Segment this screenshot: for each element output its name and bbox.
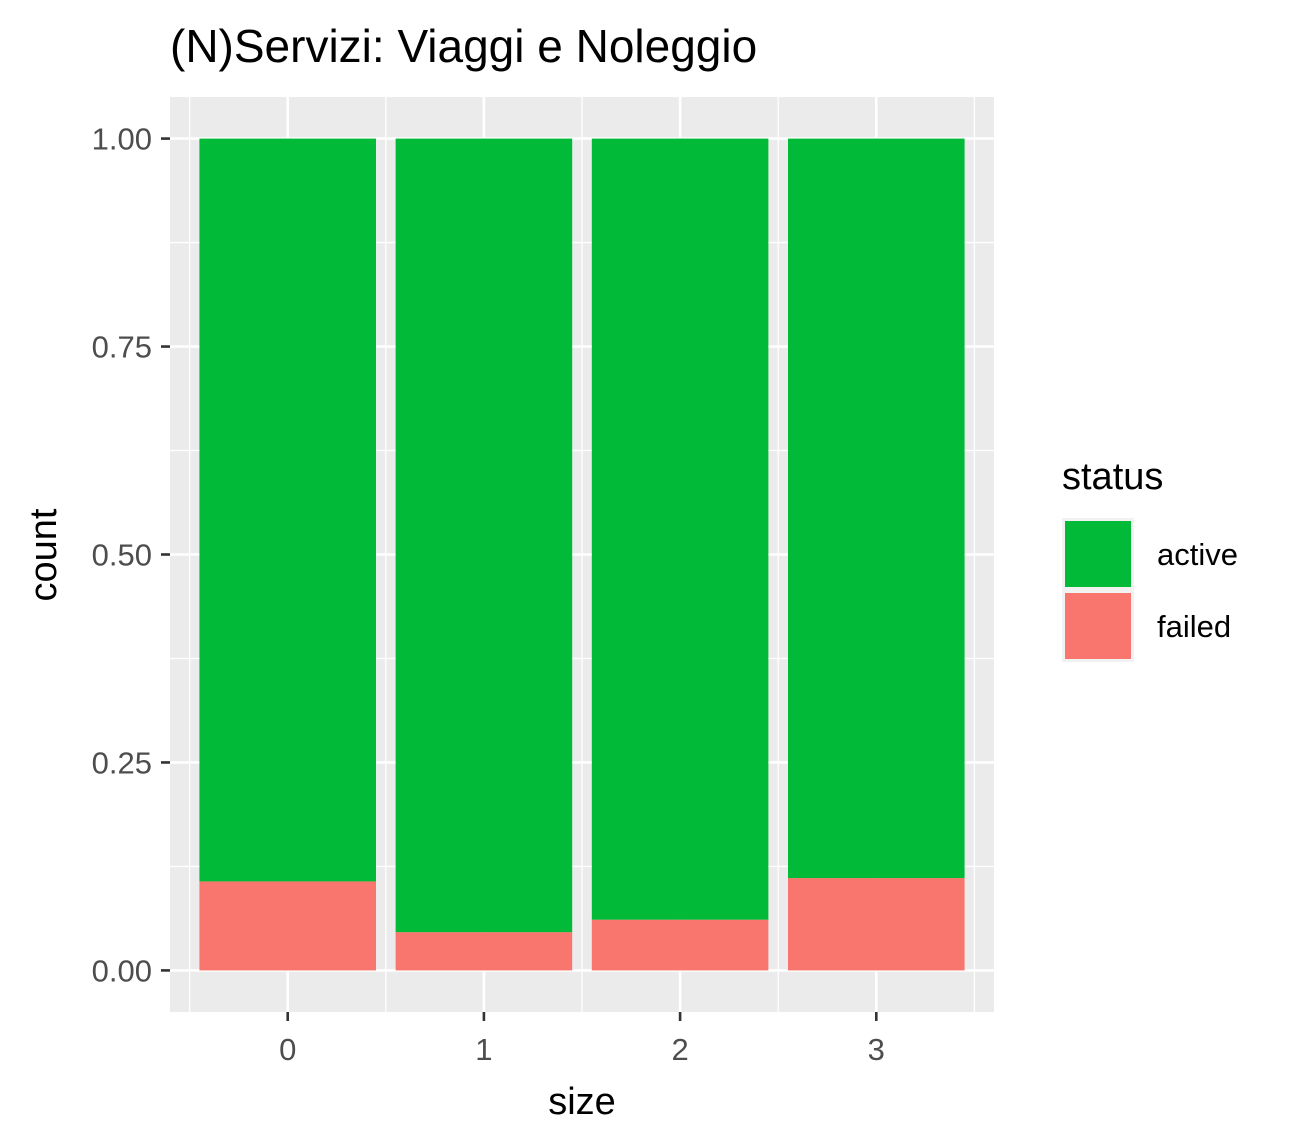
bar-active-1	[395, 138, 573, 933]
y-tick-label: 0.75	[92, 330, 152, 365]
legend-label-failed: failed	[1157, 609, 1231, 644]
chart-title: (N)Servizi: Viaggi e Noleggio	[170, 20, 757, 72]
legend-items: active failed	[1062, 518, 1238, 662]
bar-failed-3	[788, 878, 965, 971]
bar-active-3	[788, 138, 965, 879]
bars	[199, 138, 965, 971]
legend-swatch-failed	[1065, 593, 1131, 659]
x-axis-title: size	[548, 1081, 616, 1123]
bar-active-0	[199, 138, 376, 882]
y-tick-label: 0.50	[92, 538, 152, 573]
legend-label-active: active	[1157, 537, 1238, 572]
legend: status active failed	[1062, 456, 1238, 662]
bar-active-2	[591, 138, 769, 920]
legend-swatch-active	[1065, 521, 1131, 587]
y-tick-label: 0.00	[92, 953, 152, 988]
y-tick-label: 1.00	[92, 122, 152, 157]
x-tick-label: 1	[475, 1032, 492, 1067]
y-axis: 0.00 0.25 0.50 0.75 1.00	[92, 122, 170, 988]
x-tick-label: 0	[279, 1032, 296, 1067]
x-tick-label: 3	[868, 1032, 885, 1067]
legend-title: status	[1062, 456, 1163, 498]
bar-failed-1	[395, 932, 573, 971]
y-axis-title: count	[23, 508, 65, 601]
y-tick-label: 0.25	[92, 745, 152, 780]
bar-failed-0	[199, 881, 376, 971]
bar-failed-2	[591, 919, 769, 971]
x-axis: 0 1 2 3	[279, 1012, 885, 1067]
x-tick-label: 2	[671, 1032, 688, 1067]
